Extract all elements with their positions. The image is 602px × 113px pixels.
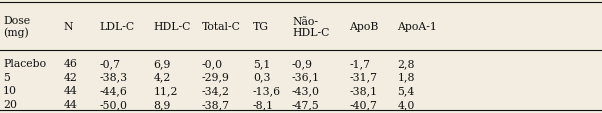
Text: -38,1: -38,1 — [349, 85, 377, 95]
Text: -29,9: -29,9 — [202, 72, 229, 82]
Text: -38,7: -38,7 — [202, 99, 230, 109]
Text: Não-
HDL-C: Não- HDL-C — [292, 17, 329, 38]
Text: 6,9: 6,9 — [154, 58, 171, 68]
Text: 5,1: 5,1 — [253, 58, 270, 68]
Text: ApoB: ApoB — [349, 22, 379, 32]
Text: 44: 44 — [63, 99, 77, 109]
Text: -44,6: -44,6 — [99, 85, 127, 95]
Text: LDL-C: LDL-C — [99, 22, 134, 32]
Text: -0,7: -0,7 — [99, 58, 120, 68]
Text: 8,9: 8,9 — [154, 99, 171, 109]
Text: -50,0: -50,0 — [99, 99, 128, 109]
Text: 46: 46 — [63, 58, 77, 68]
Text: -40,7: -40,7 — [349, 99, 377, 109]
Text: -0,9: -0,9 — [292, 58, 313, 68]
Text: N: N — [63, 22, 73, 32]
Text: 5,4: 5,4 — [397, 85, 415, 95]
Text: -38,3: -38,3 — [99, 72, 128, 82]
Text: 0,3: 0,3 — [253, 72, 270, 82]
Text: 4,0: 4,0 — [397, 99, 415, 109]
Text: Dose
(mg): Dose (mg) — [3, 16, 30, 38]
Text: 4,2: 4,2 — [154, 72, 171, 82]
Text: -36,1: -36,1 — [292, 72, 320, 82]
Text: -1,7: -1,7 — [349, 58, 370, 68]
Text: Placebo: Placebo — [3, 58, 46, 68]
Text: 10: 10 — [3, 85, 17, 95]
Text: 42: 42 — [63, 72, 77, 82]
Text: HDL-C: HDL-C — [154, 22, 191, 32]
Text: Total-C: Total-C — [202, 22, 241, 32]
Text: -34,2: -34,2 — [202, 85, 230, 95]
Text: 44: 44 — [63, 85, 77, 95]
Text: -31,7: -31,7 — [349, 72, 377, 82]
Text: -47,5: -47,5 — [292, 99, 320, 109]
Text: ApoA-1: ApoA-1 — [397, 22, 437, 32]
Text: 20: 20 — [3, 99, 17, 109]
Text: -0,0: -0,0 — [202, 58, 223, 68]
Text: 5: 5 — [3, 72, 10, 82]
Text: 2,8: 2,8 — [397, 58, 415, 68]
Text: -13,6: -13,6 — [253, 85, 281, 95]
Text: -8,1: -8,1 — [253, 99, 274, 109]
Text: 1,8: 1,8 — [397, 72, 415, 82]
Text: -43,0: -43,0 — [292, 85, 320, 95]
Text: TG: TG — [253, 22, 269, 32]
Text: 11,2: 11,2 — [154, 85, 178, 95]
